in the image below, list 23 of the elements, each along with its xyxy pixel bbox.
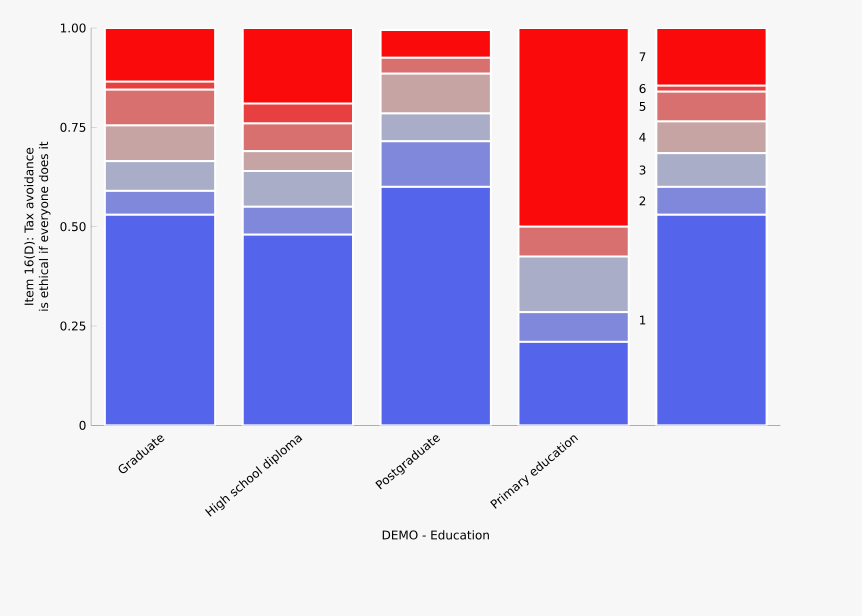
bar [655,214,768,426]
bar [104,28,216,83]
bar [655,28,768,87]
series-label: 2 [640,196,646,206]
series-label: 4 [639,132,646,142]
series-label: 7 [640,52,646,62]
series-label: 5 [640,102,646,111]
series-label: 6 [640,84,646,94]
bar [104,214,216,426]
y-axis-title: Item 16(D): Tax avoidance is ethical if everyone does it [24,142,50,311]
bar [242,234,354,426]
y-tick-label: 0.75 [60,122,86,132]
y-tick-label: 1.00 [60,23,86,33]
series-label: 1 [640,316,646,324]
bar [242,28,354,104]
y-tick-label: 0 [80,420,86,430]
bar [380,186,492,426]
bar [517,28,630,228]
x-axis-title: DEMO - Education [382,530,489,540]
y-tick-label: 0.50 [60,222,86,232]
bar [517,340,630,426]
series-label: 3 [640,165,646,175]
y-tick-label: 0.25 [60,321,86,331]
